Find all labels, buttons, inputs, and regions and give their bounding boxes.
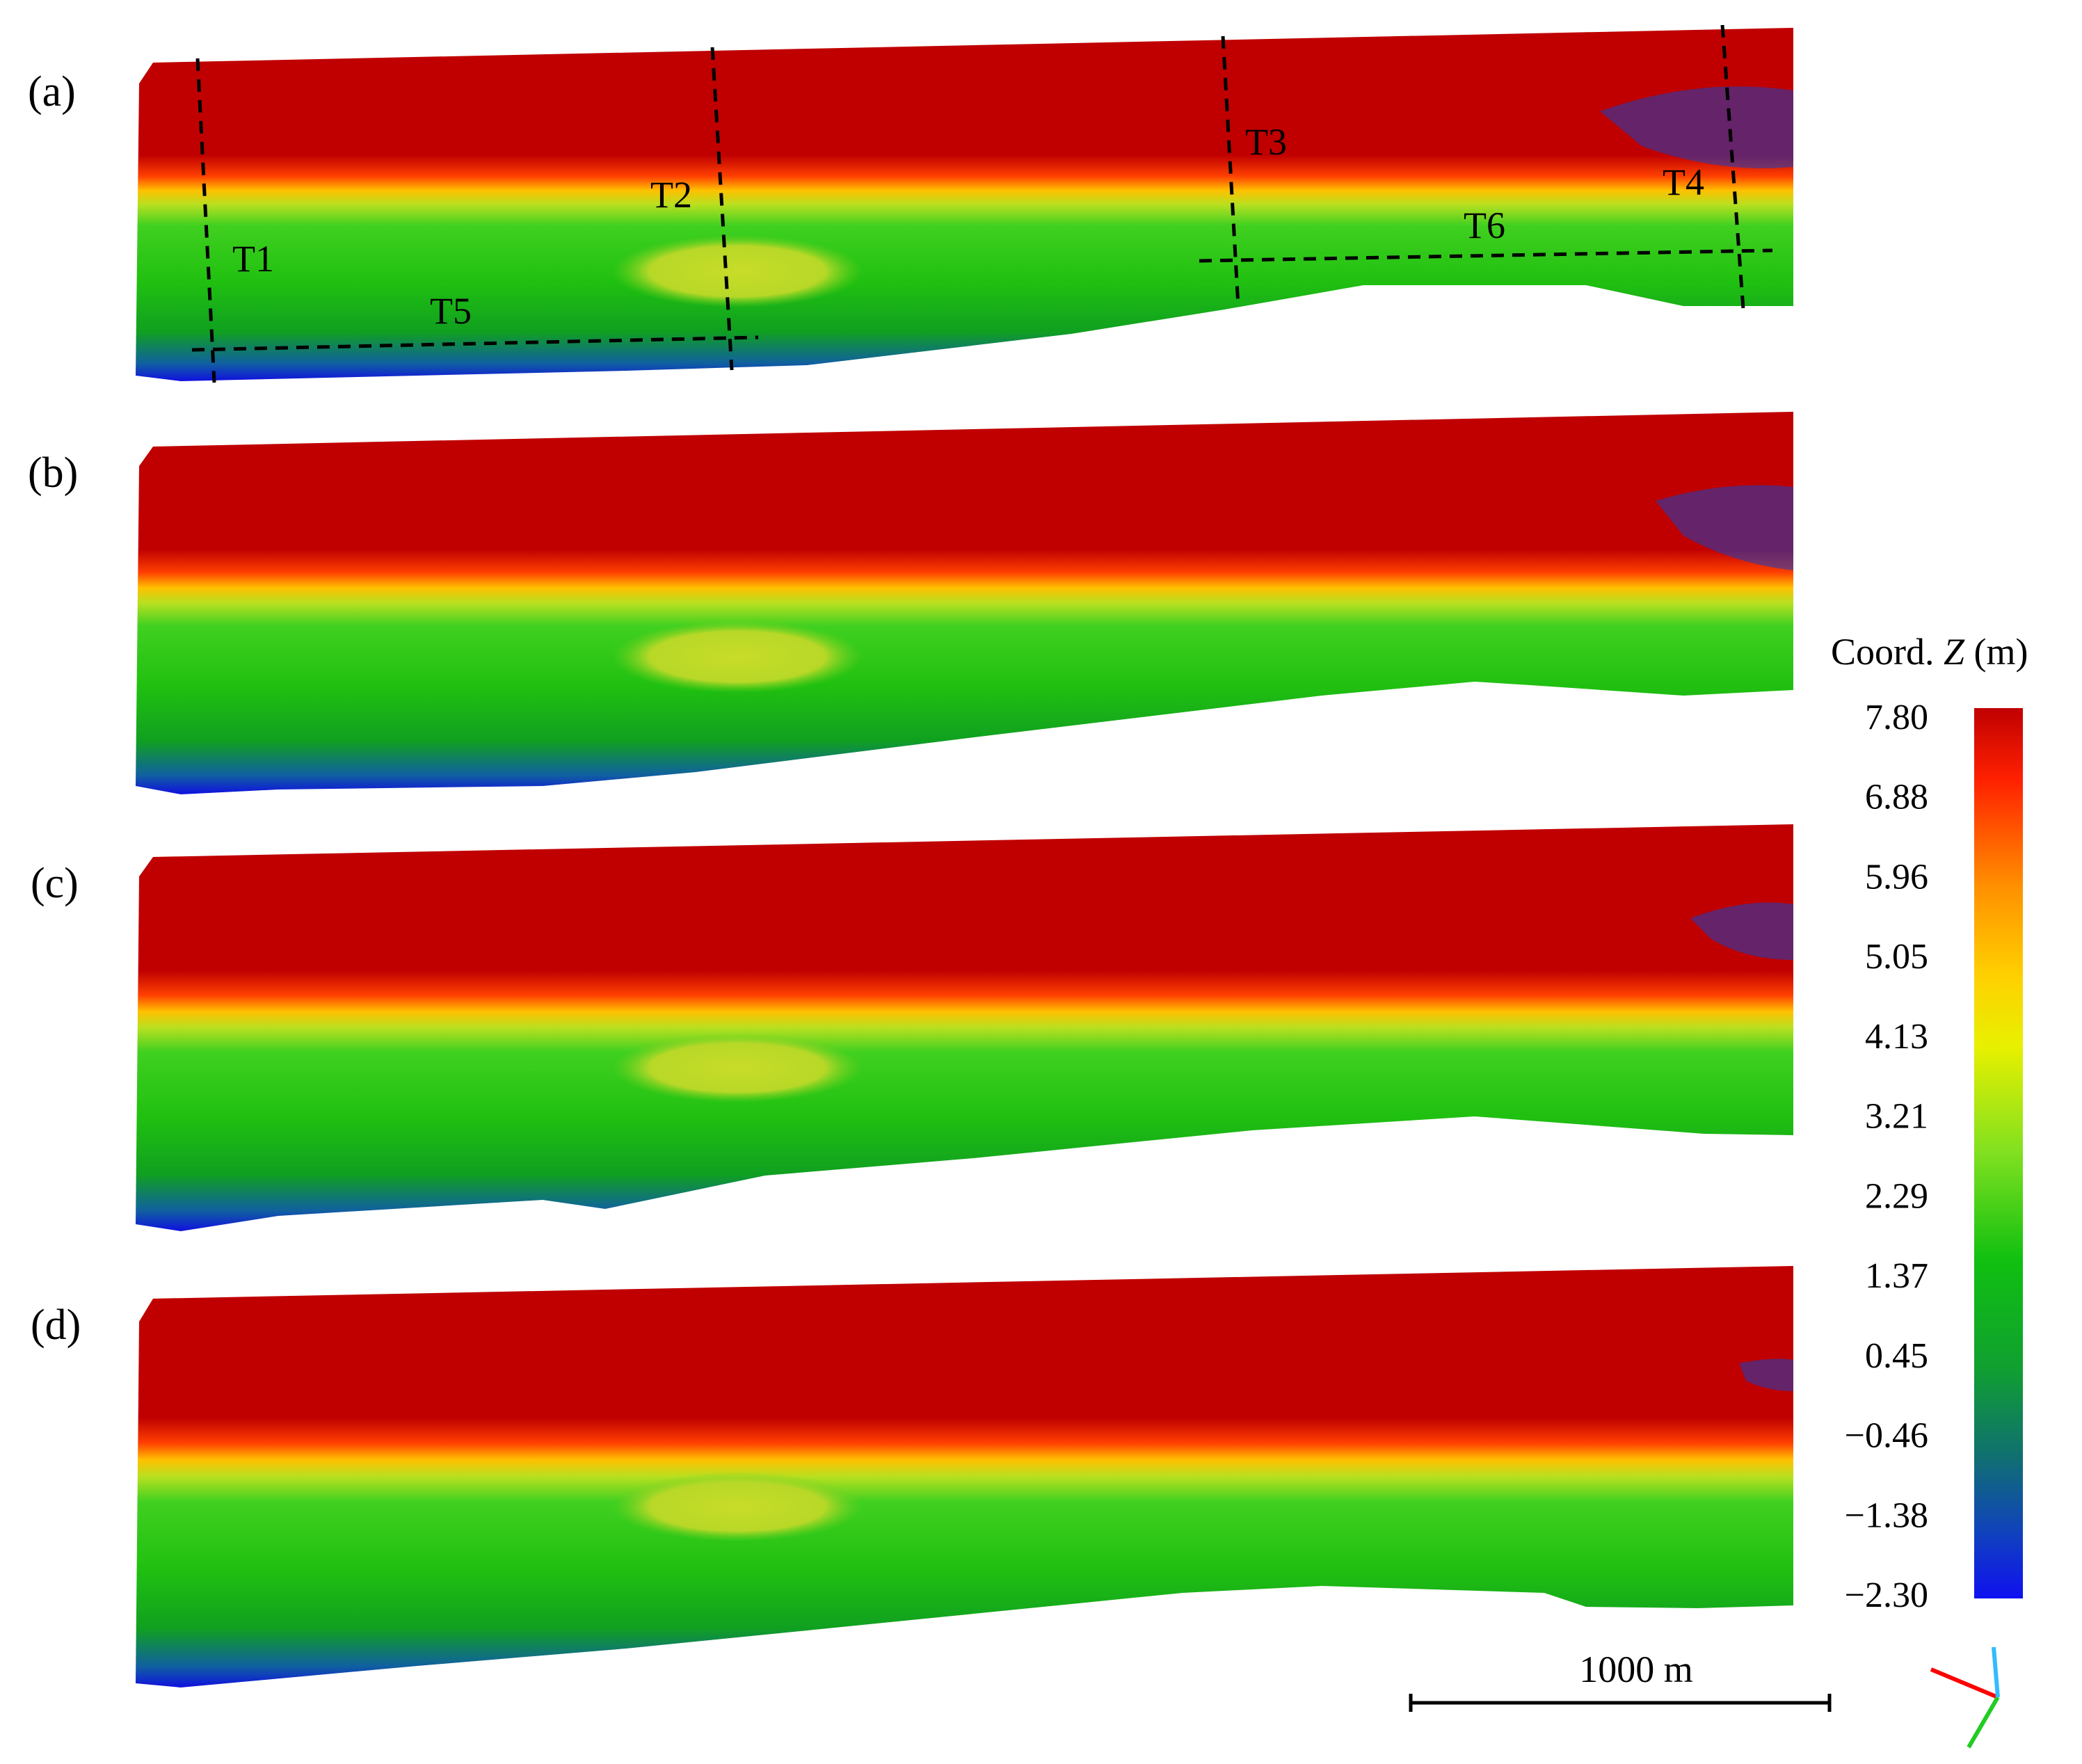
colorbar-tick-label: 1.37: [1865, 1256, 1928, 1296]
panel-label-b: (b): [28, 449, 78, 497]
nourishment-mound-a: [612, 235, 863, 307]
transect-label-t4: T4: [1663, 161, 1704, 203]
transect-label-t6: T6: [1464, 205, 1505, 246]
transect-line-t2: [710, 47, 734, 371]
dark-patch-d: [1739, 1358, 1793, 1391]
dark-patch-c: [1690, 902, 1793, 960]
colorbar-title: Coord. Z (m): [1831, 631, 2028, 673]
axes-triad: [1930, 1646, 2000, 1749]
transect-line-t5: [191, 335, 759, 352]
colorbar-tick-label: 0.45: [1865, 1336, 1928, 1376]
panel-label-d: (d): [31, 1301, 81, 1349]
panel-c: (c): [31, 824, 1793, 1231]
colorbar-tick-label: 4.13: [1865, 1017, 1928, 1057]
nourishment-mound-b: [612, 620, 863, 693]
colorbar-tick-label: 3.21: [1865, 1097, 1928, 1137]
transect-line-t3: [1221, 35, 1240, 307]
dark-patch-b: [1656, 485, 1793, 570]
colorbar-tick-labels: 7.80 6.88 5.96 5.05 4.13 3.21 2.29 1.37 0.45 −0.4…: [1845, 698, 1928, 1615]
colorbar-tick-label: 5.05: [1865, 937, 1928, 977]
beach-surface-d: [136, 1266, 1793, 1687]
panel-d: (d): [31, 1266, 1793, 1687]
transect-line-t6: [1199, 248, 1773, 263]
panel-label-c: (c): [31, 860, 79, 907]
colorbar-tick-label: −2.30: [1845, 1575, 1928, 1615]
triad-y-axis: [1967, 1696, 2000, 1749]
panel-a: (a) T1 T2 T3 T4 T5 T6: [28, 24, 1793, 383]
panel-label-a: (a): [28, 68, 76, 115]
transect-label-t3: T3: [1245, 121, 1287, 163]
transect-line-t4: [1720, 24, 1745, 310]
beach-surface-a: [136, 28, 1793, 381]
colorbar: Coord. Z (m) 7.80 6.88 5.96 5.05 4.13 3.21 2.2…: [1831, 631, 2028, 1615]
colorbar-tick-label: −0.46: [1845, 1416, 1928, 1456]
colorbar-tick-label: −1.38: [1845, 1496, 1928, 1535]
triad-x-axis: [1930, 1667, 1999, 1699]
beach-surface-b: [136, 412, 1793, 794]
transect-label-t1: T1: [232, 238, 274, 280]
triad-z-axis: [1992, 1646, 2000, 1698]
colorbar-tick-label: 2.29: [1865, 1176, 1928, 1216]
beach-surface-c: [136, 824, 1793, 1231]
panel-b: (b): [28, 412, 1793, 794]
scale-bar-label: 1000 m: [1579, 1649, 1693, 1690]
transect-line-t1: [195, 58, 216, 383]
colorbar-tick-label: 6.88: [1865, 778, 1928, 817]
colorbar-tick-label: 7.80: [1865, 698, 1928, 737]
transect-label-t5: T5: [430, 290, 472, 332]
scale-bar: 1000 m: [1409, 1649, 1832, 1712]
colorbar-tick-label: 5.96: [1865, 857, 1928, 897]
nourishment-mound-d: [612, 1472, 863, 1541]
colorbar-gradient: [1974, 708, 2023, 1598]
nourishment-mound-c: [612, 1033, 863, 1102]
transect-label-t2: T2: [650, 174, 692, 216]
dark-patch-a: [1600, 86, 1793, 168]
